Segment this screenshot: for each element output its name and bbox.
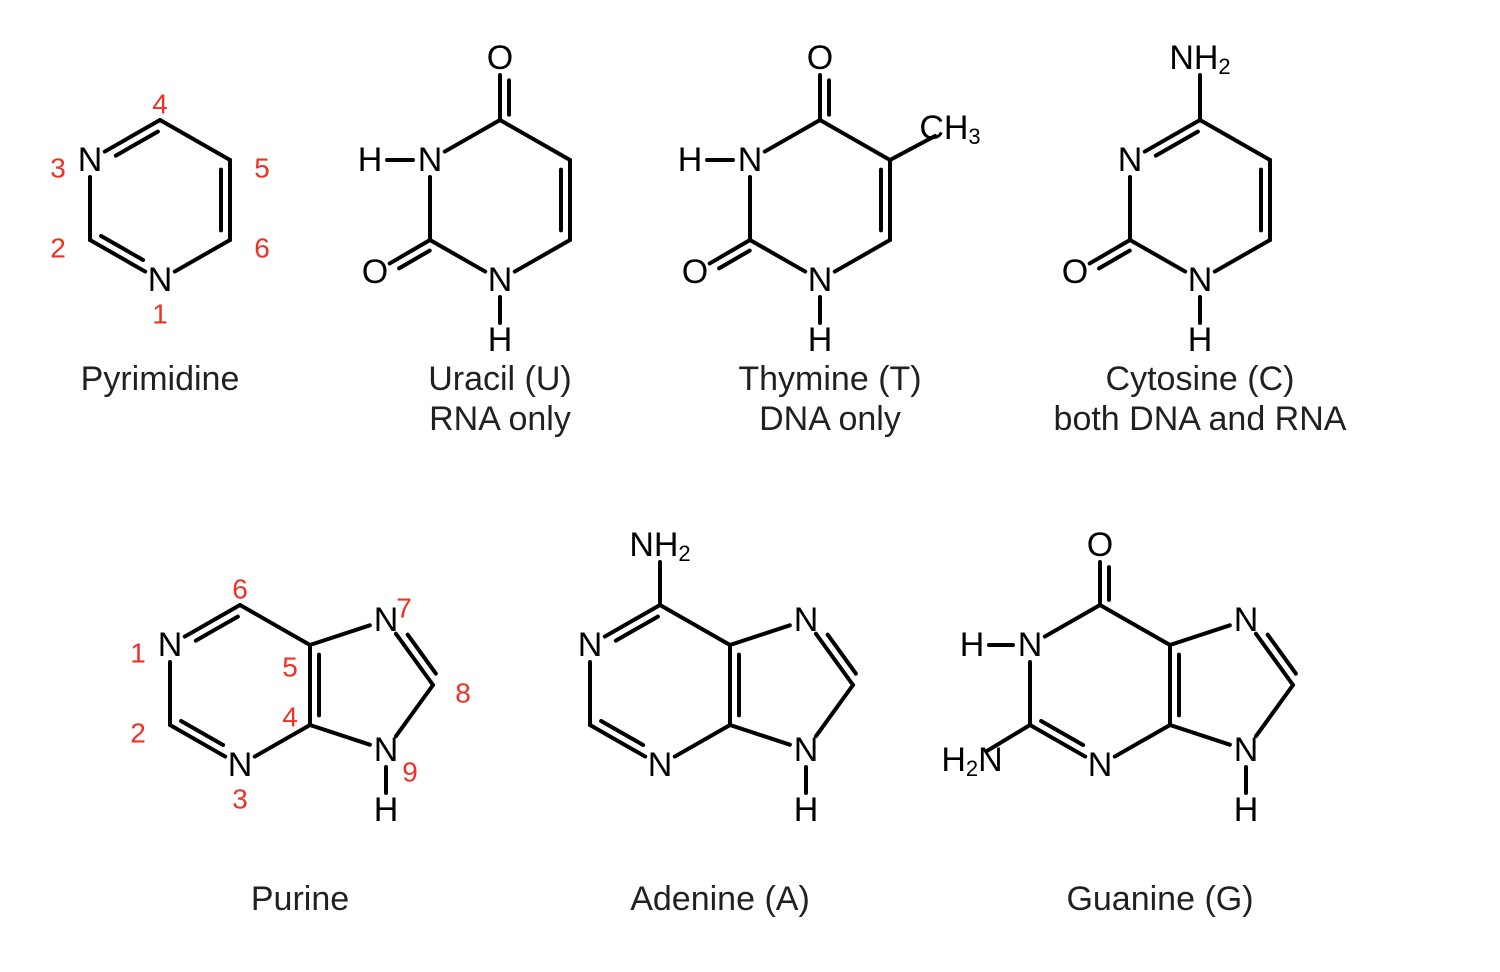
- atoms: N N O NH2 H: [1062, 39, 1231, 359]
- atom-number: 1: [130, 638, 146, 669]
- atom-label: N: [1234, 731, 1259, 769]
- atom-label: O: [362, 253, 388, 291]
- atom-label: N: [648, 746, 673, 784]
- caption-line: Uracil (U): [428, 360, 572, 398]
- atom-number: 1: [152, 299, 168, 330]
- atom-number: 2: [50, 233, 66, 264]
- molecule-cytosine: N N O NH2 HCytosine (C)both DNA and RNA: [1054, 39, 1347, 438]
- atom-label: N: [374, 731, 399, 769]
- atom-number: 6: [254, 233, 270, 264]
- atom-label: CH3: [919, 109, 980, 149]
- caption-line: DNA only: [759, 400, 901, 438]
- atom-label: N: [418, 141, 443, 179]
- atoms: N N O O H H: [358, 39, 514, 359]
- atom-number: 5: [254, 153, 270, 184]
- molecule-pyrimidine: N12N3456Pyrimidine: [50, 89, 270, 399]
- caption-line: both DNA and RNA: [1054, 400, 1347, 438]
- molecule-guanine: NNNNHOHH2NGuanine (G): [941, 526, 1296, 918]
- atom-label: N: [1188, 261, 1213, 299]
- atom-label: N: [158, 626, 183, 664]
- diagram-canvas: N12N3456PyrimidineNNOOHHUracil (U)RNA on…: [0, 0, 1500, 972]
- atom-label: H: [1234, 791, 1259, 829]
- atom-number: 4: [282, 702, 298, 733]
- caption-line: Pyrimidine: [81, 360, 240, 398]
- caption-line: Cytosine (C): [1106, 360, 1295, 398]
- atom-number: 9: [402, 757, 418, 788]
- atom-label: N: [794, 731, 819, 769]
- atom-number: 3: [232, 784, 248, 815]
- caption-line: Guanine (G): [1066, 880, 1253, 918]
- atom-label: H: [358, 141, 383, 179]
- atom-label: O: [487, 39, 513, 77]
- atom-label: O: [1087, 526, 1113, 564]
- atom-label: H: [808, 321, 833, 359]
- atom-label: NH2: [1169, 39, 1230, 79]
- atom-label: O: [807, 39, 833, 77]
- atom-label: N: [148, 261, 173, 299]
- atom-label: N: [1234, 601, 1259, 639]
- bonds: [1090, 75, 1270, 323]
- atom-label: N: [1088, 746, 1113, 784]
- molecule-uracil: NNOOHHUracil (U)RNA only: [358, 39, 572, 438]
- atom-number: 5: [282, 652, 298, 683]
- atom-label: N: [738, 141, 763, 179]
- atom-label: O: [682, 253, 708, 291]
- atom-label: N: [578, 626, 603, 664]
- atom-number: 8: [455, 678, 471, 709]
- atom-label: H: [960, 626, 985, 664]
- atom-label: N: [808, 261, 833, 299]
- atom-number: 4: [152, 89, 168, 120]
- caption-line: Purine: [251, 880, 349, 918]
- atom-number: 7: [396, 593, 412, 624]
- atom-label: NH2: [629, 526, 690, 566]
- atom-label: N: [794, 601, 819, 639]
- atom-label: N: [78, 141, 103, 179]
- atom-label: N: [228, 746, 253, 784]
- atom-label: N: [374, 601, 399, 639]
- atoms: NNNNHNH2: [578, 526, 819, 829]
- atoms: N12N3456: [50, 89, 270, 330]
- atom-label: H: [794, 791, 819, 829]
- molecule-thymine: N N O O H H CH3 Thymine (T)DNA only: [678, 39, 981, 438]
- bonds: [90, 120, 230, 272]
- atom-label: H: [678, 141, 703, 179]
- molecule-purine: N12N3456N78N9HPurine: [130, 574, 471, 919]
- bonds: [387, 75, 570, 323]
- atom-number: 2: [130, 718, 146, 749]
- caption-line: Adenine (A): [630, 880, 810, 918]
- atom-label: N: [488, 261, 513, 299]
- atom-number: 3: [50, 153, 66, 184]
- atom-label: N: [1118, 141, 1143, 179]
- caption-line: Thymine (T): [738, 360, 921, 398]
- caption-line: RNA only: [429, 400, 571, 438]
- atom-label: H2N: [941, 741, 1002, 781]
- atom-label: H: [374, 791, 399, 829]
- atom-label: N: [1018, 626, 1043, 664]
- atom-label: O: [1062, 253, 1088, 291]
- atom-label: H: [1188, 321, 1213, 359]
- atom-label: H: [488, 321, 513, 359]
- atom-number: 6: [232, 574, 248, 605]
- molecule-adenine: NNNNHNH2Adenine (A): [578, 526, 856, 918]
